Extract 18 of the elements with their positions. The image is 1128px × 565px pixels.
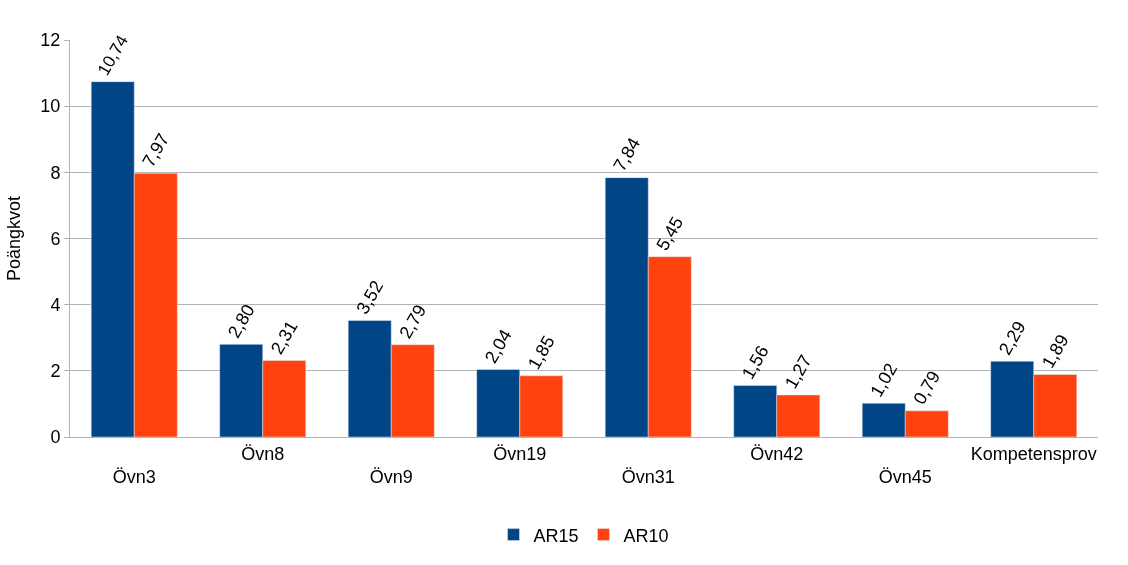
y-tick-label: 6 xyxy=(50,228,61,249)
x-tick-label: Övn8 xyxy=(241,443,285,464)
y-axis-title: Poängkvot xyxy=(3,195,24,282)
x-tick-label: Övn3 xyxy=(112,467,156,487)
x-tick-label: Övn9 xyxy=(369,467,413,487)
x-tick-label: Kompetensprov xyxy=(970,443,1097,464)
x-tick-label: Övn42 xyxy=(750,443,804,464)
y-tick-label: 10 xyxy=(40,96,61,117)
y-tick-label: 0 xyxy=(50,427,61,448)
y-tick-label: 2 xyxy=(50,361,61,382)
legend-label: AR15 xyxy=(533,525,579,546)
legend-label: AR10 xyxy=(623,525,669,546)
x-tick-label: Övn45 xyxy=(878,467,932,487)
y-tick-label: 12 xyxy=(40,30,61,51)
y-tick-label: 4 xyxy=(50,294,61,315)
y-tick-label: 8 xyxy=(50,162,61,183)
x-tick-label: Övn31 xyxy=(621,467,675,487)
x-tick-label: Övn19 xyxy=(493,443,547,464)
